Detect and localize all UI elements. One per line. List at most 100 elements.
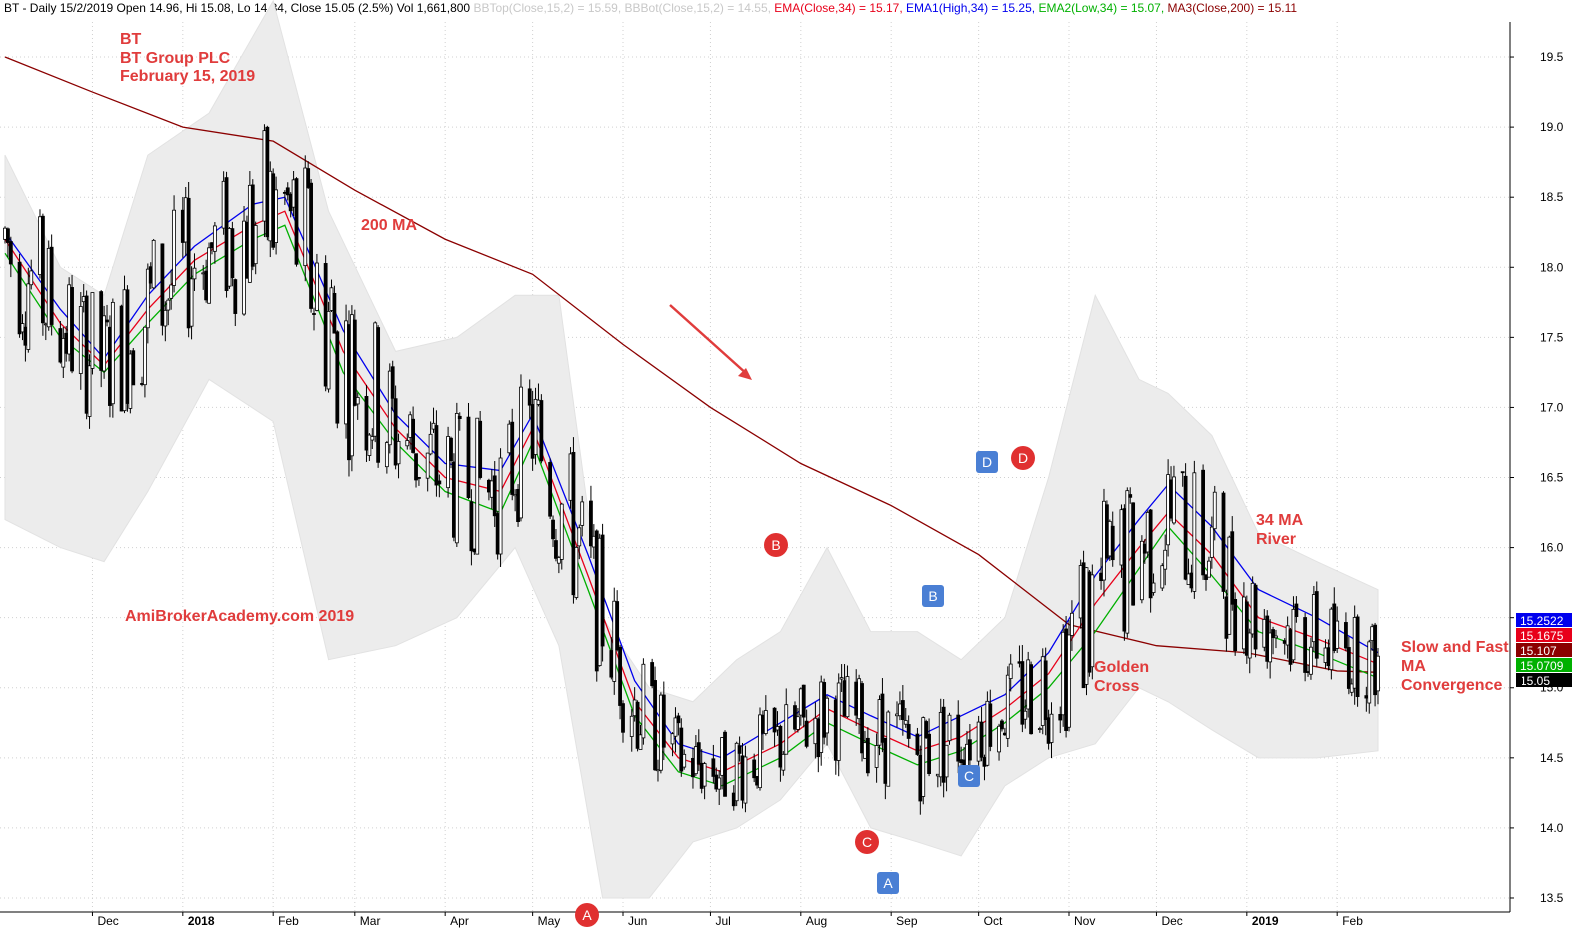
candle-body xyxy=(661,694,666,748)
candle-body xyxy=(1209,526,1214,558)
candle-body xyxy=(1303,617,1308,673)
candle-body xyxy=(1131,502,1136,606)
candle-body xyxy=(510,421,515,495)
header-segment-6: MA3(Close,200) = 15.11 xyxy=(1168,1,1298,15)
candle-body xyxy=(367,434,372,456)
candle-body xyxy=(233,279,238,314)
annotation-text: February 15, 2019 xyxy=(120,68,255,85)
candle-body xyxy=(621,703,625,733)
candle-body xyxy=(1037,728,1042,730)
candle-body xyxy=(548,462,553,517)
candle-body xyxy=(944,744,949,778)
marker-label: A xyxy=(582,907,592,923)
candle-body xyxy=(396,441,401,465)
candle-body xyxy=(574,546,579,598)
candle-body xyxy=(618,646,622,706)
candle-body xyxy=(1253,584,1258,650)
x-tick-label: 2018 xyxy=(188,914,215,928)
candle-body xyxy=(1067,634,1071,728)
candle-body xyxy=(425,452,430,479)
candle-series xyxy=(3,124,1380,815)
candle-body xyxy=(947,714,952,742)
candle-body xyxy=(306,168,311,188)
x-tick-label: Oct xyxy=(984,914,1003,928)
annotation-text: Golden xyxy=(1094,659,1149,676)
candle-body xyxy=(778,725,783,768)
marker-label: A xyxy=(883,875,893,891)
candle-body xyxy=(702,763,707,787)
marker-blue-A xyxy=(877,872,899,894)
candle-body xyxy=(886,711,891,787)
candle-body xyxy=(784,704,789,755)
candle-body xyxy=(169,284,174,299)
candle-body xyxy=(454,413,459,544)
y-tick-label: 19.0 xyxy=(1540,120,1564,134)
candle-body xyxy=(915,733,920,755)
candle-body xyxy=(717,777,722,790)
candle-body xyxy=(860,683,864,754)
price-tag-box xyxy=(1516,643,1572,657)
candle-body xyxy=(110,301,115,405)
candle-body xyxy=(355,397,360,405)
candle-body xyxy=(988,703,993,747)
candle-body xyxy=(70,287,74,372)
candle-body xyxy=(1043,660,1048,720)
ma200-line xyxy=(4,56,1379,673)
candle-body xyxy=(615,601,620,651)
y-tick-label: 13.5 xyxy=(1540,891,1564,905)
price-tag-label: 15.107 xyxy=(1520,644,1557,658)
candle-body xyxy=(466,416,471,499)
candle-body xyxy=(78,306,83,374)
candle-body xyxy=(629,715,634,737)
candle-body xyxy=(906,724,911,739)
candle-body xyxy=(1172,476,1176,524)
marker-label: B xyxy=(928,588,937,604)
x-tick-label: Jun xyxy=(628,914,647,928)
candle-body xyxy=(1271,629,1275,639)
candle-body xyxy=(1148,509,1153,599)
candle-body xyxy=(1192,472,1197,592)
candle-body xyxy=(105,319,109,323)
candle-body xyxy=(673,717,678,737)
candle-body xyxy=(763,710,768,734)
candle-body xyxy=(230,228,235,279)
annotation-text: Cross xyxy=(1094,678,1139,695)
candle-body xyxy=(294,178,299,265)
chart-header: BT - Daily 15/2/2019 Open 14.96, Hi 15.0… xyxy=(4,1,1297,15)
candle-body xyxy=(189,278,194,327)
candle-body xyxy=(469,501,474,552)
candle-body xyxy=(253,225,258,265)
candle-body xyxy=(1376,655,1380,692)
candle-body xyxy=(125,289,130,404)
price-tag-label: 15.2522 xyxy=(1520,614,1564,628)
y-tick-label: 19.5 xyxy=(1540,50,1564,64)
candle-body xyxy=(772,707,777,733)
candle-body xyxy=(1005,674,1010,739)
x-tick-label: Feb xyxy=(278,914,299,928)
x-tick-label: Aug xyxy=(806,914,827,928)
candle-body xyxy=(711,758,716,777)
y-tick-label: 14.0 xyxy=(1540,821,1564,835)
candle-body xyxy=(600,534,605,647)
header-segment-2: BBBot(Close,15,2) = 14.55, xyxy=(625,1,775,15)
candle-body xyxy=(941,706,946,783)
candle-body xyxy=(554,540,558,559)
candle-body xyxy=(332,292,337,334)
candle-body xyxy=(40,215,45,324)
candle-body xyxy=(143,326,147,386)
candle-body xyxy=(26,283,31,350)
candle-body xyxy=(1346,647,1351,689)
header-segment-4: EMA1(High,34) = 15.25, xyxy=(906,1,1038,15)
candle-body xyxy=(449,437,453,462)
close-pointer xyxy=(1516,673,1522,687)
candle-body xyxy=(1020,661,1025,725)
candle-body xyxy=(539,400,544,462)
marker-red-C xyxy=(855,830,879,854)
bollinger-band-area xyxy=(4,0,1379,899)
candle-body xyxy=(393,398,398,466)
candle-body xyxy=(87,365,92,417)
marker-blue-D xyxy=(976,451,998,473)
x-tick-label: Feb xyxy=(1342,914,1363,928)
